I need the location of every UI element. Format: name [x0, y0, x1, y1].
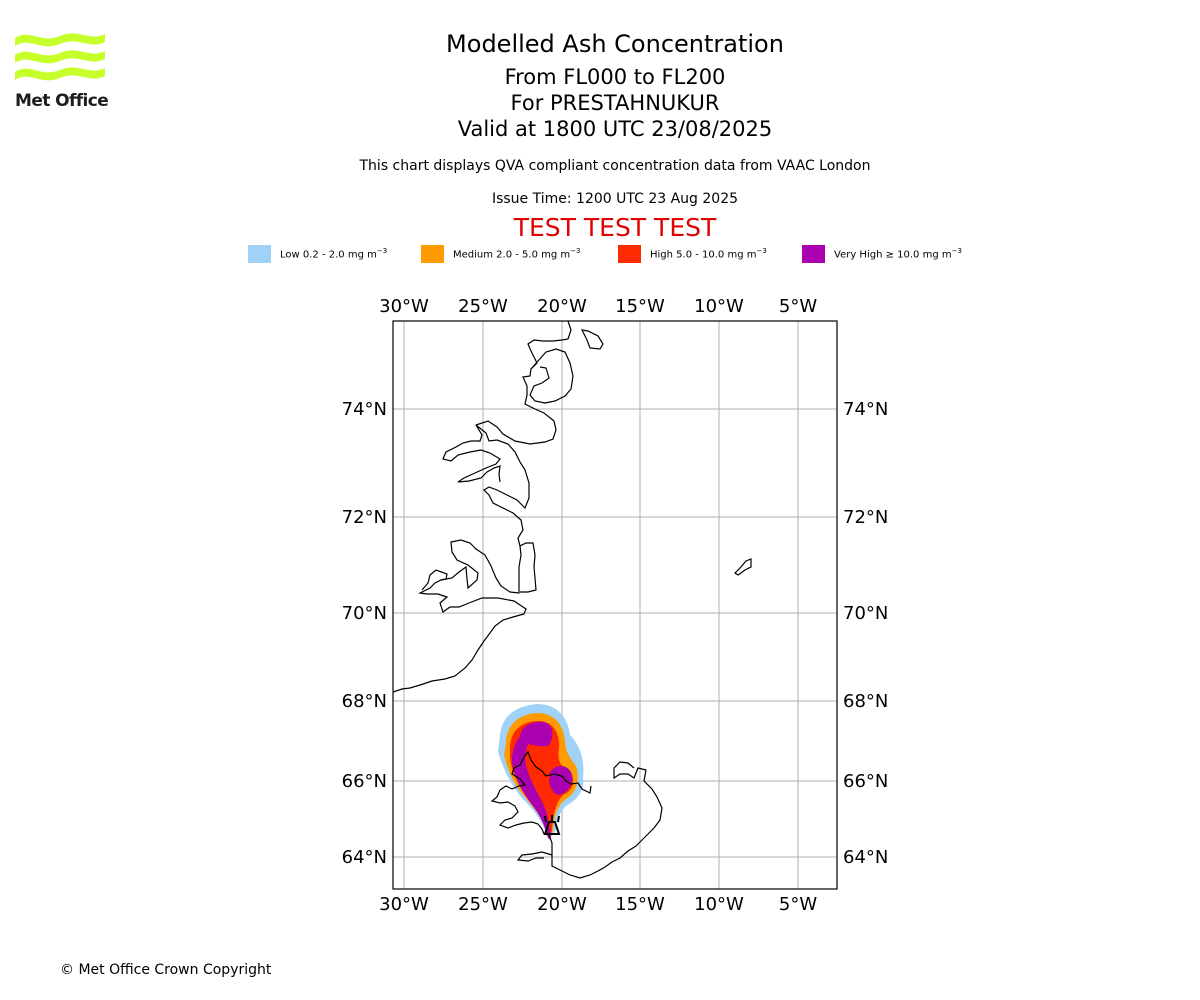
legend-unit-exponent: −3: [951, 247, 962, 256]
legend-item-very-high: Very High ≥ 10.0 mg m−3: [802, 244, 962, 264]
issue-time: Issue Time: 1200 UTC 23 Aug 2025: [491, 191, 739, 207]
lat-tick-left: 66°N: [342, 771, 387, 792]
legend-swatch: [248, 245, 271, 263]
lon-tick-top: 20°W: [537, 296, 587, 317]
legend-label: High 5.0 - 10.0 mg m: [650, 249, 757, 261]
lon-tick-top: 5°W: [779, 296, 817, 317]
lon-tick-bottom: 15°W: [615, 894, 665, 915]
ash-very-high: [512, 721, 553, 840]
volcano-name: For PRESTAHNUKUR: [510, 91, 720, 115]
volcano-icon: [543, 815, 561, 835]
legend-item-medium: Medium 2.0 - 5.0 mg m−3: [421, 244, 580, 264]
legend-label: Medium 2.0 - 5.0 mg m: [453, 249, 571, 261]
lon-tick-top: 15°W: [615, 296, 665, 317]
lon-tick-bottom: 30°W: [379, 894, 429, 915]
greenland-coastline: [393, 321, 604, 693]
copyright-notice: © Met Office Crown Copyright: [60, 962, 272, 978]
legend-unit-exponent: −3: [570, 247, 581, 256]
iceland-coastline: [490, 750, 663, 879]
lat-tick-right: 70°N: [843, 603, 888, 624]
legend-item-low: Low 0.2 - 2.0 mg m−3: [248, 244, 387, 264]
lat-tick-right: 72°N: [843, 507, 888, 528]
met-office-logo: [15, 33, 105, 81]
chart-description: This chart displays QVA compliant concen…: [359, 158, 871, 174]
legend-swatch: [421, 245, 444, 263]
legend-label: Low 0.2 - 2.0 mg m: [280, 249, 377, 261]
lon-tick-bottom: 5°W: [779, 894, 817, 915]
legend-swatch: [802, 245, 825, 263]
lon-tick-top: 30°W: [379, 296, 429, 317]
logo-text: Met Office: [15, 91, 109, 111]
lon-tick-bottom: 10°W: [694, 894, 744, 915]
lat-tick-right: 66°N: [843, 771, 888, 792]
lat-tick-right: 74°N: [843, 399, 888, 420]
lon-tick-top: 25°W: [458, 296, 508, 317]
lat-tick-left: 64°N: [342, 847, 387, 868]
chart-subtitle: From FL000 to FL200 For PRESTAHNUKUR Val…: [415, 64, 815, 142]
lat-tick-left: 68°N: [342, 691, 387, 712]
lon-tick-bottom: 20°W: [537, 894, 587, 915]
map-frame: [392, 320, 838, 890]
test-banner: TEST TEST TEST: [513, 213, 717, 242]
legend-unit-exponent: −3: [376, 247, 388, 256]
valid-time: Valid at 1800 UTC 23/08/2025: [457, 117, 773, 141]
legend-item-high: High 5.0 - 10.0 mg m−3: [618, 244, 767, 264]
lat-tick-left: 74°N: [342, 399, 387, 420]
lat-tick-left: 72°N: [342, 507, 387, 528]
lat-tick-left: 70°N: [342, 603, 387, 624]
ash-very-high: [549, 766, 573, 795]
legend-label: Very High ≥ 10.0 mg m: [834, 249, 952, 261]
flight-level-range: From FL000 to FL200: [504, 65, 726, 89]
chart-title: Modelled Ash Concentration: [446, 30, 784, 58]
lat-tick-right: 64°N: [843, 847, 888, 868]
lon-tick-top: 10°W: [694, 296, 744, 317]
legend-swatch: [618, 245, 641, 263]
lon-tick-bottom: 25°W: [458, 894, 508, 915]
lat-tick-right: 68°N: [843, 691, 888, 712]
gridlines: [393, 321, 837, 889]
legend-unit-exponent: −3: [756, 247, 767, 256]
jan-mayen-coastline: [734, 558, 752, 576]
